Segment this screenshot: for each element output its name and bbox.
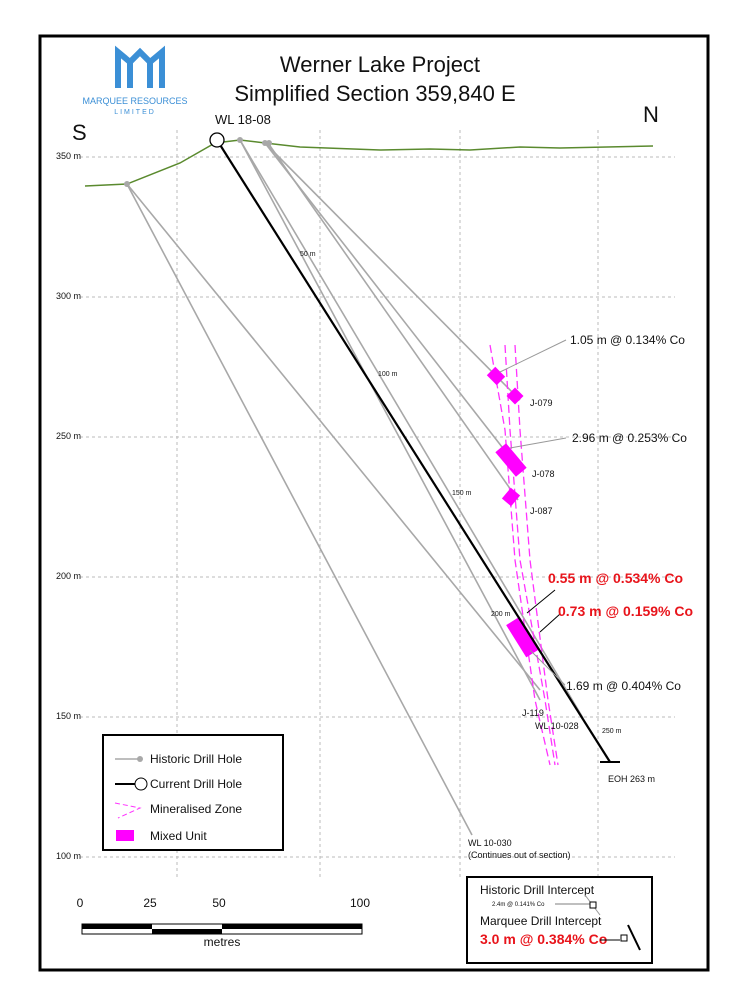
legend-label: Mineralised Zone <box>150 802 242 816</box>
inset-label: Historic Drill Intercept <box>480 883 595 897</box>
elev-label: 200 m <box>56 571 81 581</box>
topography <box>84 139 654 187</box>
elevation-labels: 350 m 300 m 250 m 200 m 150 m 100 m <box>56 151 81 861</box>
intercept: 1.69 m @ 0.404% Co <box>566 679 681 693</box>
scale-tick: 0 <box>77 896 84 910</box>
current-hole <box>216 139 611 763</box>
hole-names: J-079 J-078 J-087 J-119 WL 10-028 WL 10-… <box>468 398 655 860</box>
mineralised-zone <box>489 344 559 766</box>
marquee-intercept: 0.55 m @ 0.534% Co <box>548 570 683 586</box>
scale-tick: 100 <box>350 896 370 910</box>
legend-label: Mixed Unit <box>150 829 207 843</box>
depth-label: 200 m <box>491 611 511 618</box>
hole-name: J-119 <box>522 708 544 718</box>
depth-label: 150 m <box>452 490 472 497</box>
elev-label: 350 m <box>56 151 81 161</box>
hole-name: J-078 <box>532 469 555 479</box>
inset: Historic Drill Intercept 2.4m @ 0.141% C… <box>466 876 653 964</box>
hole-name: J-079 <box>530 398 553 408</box>
marquee-arrows <box>526 589 561 633</box>
marquee-intercept: 0.73 m @ 0.159% Co <box>558 603 693 619</box>
depth-label: 100 m <box>378 371 398 378</box>
elev-label: 100 m <box>56 851 81 861</box>
depth-label: 50 m <box>300 251 316 258</box>
logo-name: MARQUEE RESOURCES <box>82 96 187 106</box>
title: Werner Lake Project <box>280 52 480 77</box>
hole-name: J-087 <box>530 506 553 516</box>
inset-label: 2.4m @ 0.141% Co <box>492 902 545 908</box>
scale-tick: 25 <box>143 896 157 910</box>
legend-label: Historic Drill Hole <box>150 752 242 766</box>
elev-label: 250 m <box>56 431 81 441</box>
inset-label: 3.0 m @ 0.384% Co <box>480 931 607 947</box>
hole-name: WL 10-030 <box>468 838 512 848</box>
direction-s: S <box>72 120 87 145</box>
elev-label: 150 m <box>56 711 81 721</box>
intercept: 2.96 m @ 0.253% Co <box>572 431 687 445</box>
legend-label: Current Drill Hole <box>150 777 242 791</box>
depth-label: 250 m <box>602 728 622 735</box>
hole-label: WL 18-08 <box>215 112 271 127</box>
collar <box>209 132 225 148</box>
scale-tick: 50 <box>212 896 226 910</box>
hole-name: EOH 263 m <box>608 774 655 784</box>
direction-n: N <box>643 102 659 127</box>
inset-label: Marquee Drill Intercept <box>480 914 602 928</box>
hole-name: WL 10-028 <box>535 721 579 731</box>
historic-holes <box>124 137 584 836</box>
logo-sub: LIMITED <box>114 109 156 116</box>
depth-labels: 50 m 100 m 150 m 200 m 250 m <box>300 251 622 735</box>
logo: MARQUEE RESOURCES LIMITED <box>82 45 188 116</box>
hole-name: (Continues out of section) <box>468 850 571 860</box>
subtitle: Simplified Section 359,840 E <box>234 81 515 106</box>
scale-unit: metres <box>204 935 241 949</box>
scale-bar: 0 25 50 100 metres <box>77 896 371 949</box>
legend: Historic Drill Hole Current Drill Hole M… <box>102 734 284 851</box>
elev-label: 300 m <box>56 291 81 301</box>
leaders <box>499 339 567 686</box>
intercept: 1.05 m @ 0.134% Co <box>570 333 685 347</box>
